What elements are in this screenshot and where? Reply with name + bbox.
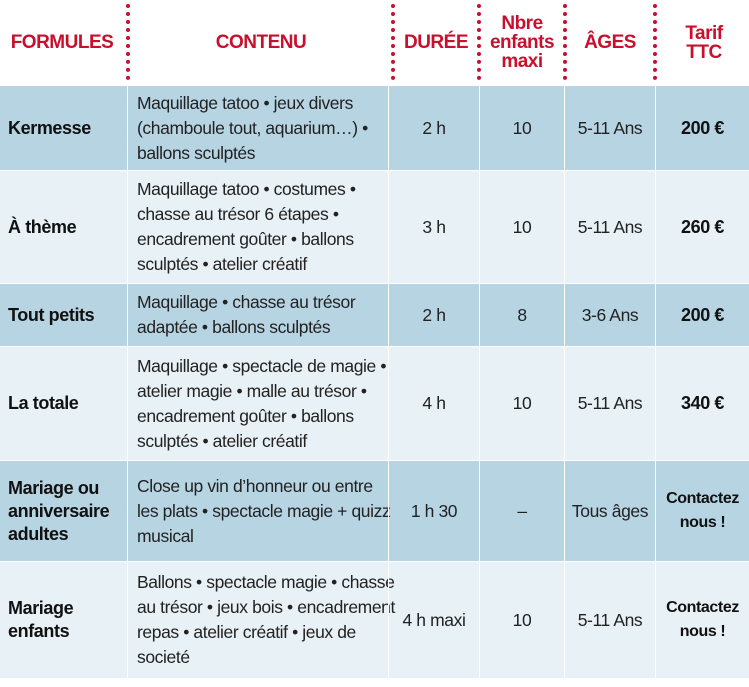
cell-contenu: Maquillage tatoo • jeux divers (chamboul… (137, 92, 368, 163)
header-ages: ÂGES (584, 32, 636, 53)
cell-tarif: 200 € (680, 304, 725, 325)
cell-contenu: Maquillage • spectacle de magie • atelie… (137, 355, 387, 451)
cell-formule: Mariage ou anniversaire adultes (8, 477, 110, 544)
column-divider (388, 284, 389, 346)
column-divider (564, 86, 565, 170)
cell-formule: La totale (8, 393, 79, 413)
table-row: La totale Maquillage • spectacle de magi… (0, 347, 749, 460)
cell-ages: Tous âges (571, 500, 649, 521)
column-divider (564, 347, 565, 460)
table-row: À thème Maquillage tatoo • costumes • ch… (0, 171, 749, 283)
cell-duree: 1 h 30 (410, 500, 458, 521)
cell-nb-enfants: 8 (517, 304, 527, 325)
cell-formule: Mariage enfants (8, 598, 74, 641)
column-divider (564, 461, 565, 561)
column-divider (388, 347, 389, 460)
cell-duree: 3 h (422, 216, 446, 237)
cell-formule: Tout petits (8, 304, 95, 325)
cell-tarif: 340 € (680, 393, 725, 413)
cell-formule: À thème (8, 216, 77, 237)
column-divider (127, 562, 128, 678)
table-row: Kermesse Maquillage tatoo • jeux divers … (0, 86, 749, 170)
cell-contenu: Ballons • spectacle magie • chasse au tr… (137, 572, 395, 667)
cell-contenu: Maquillage • chasse au trésor adaptée • … (137, 292, 356, 337)
cell-ages: 5-11 Ans (577, 117, 643, 138)
cell-duree: 4 h (422, 393, 446, 413)
header-contenu: CONTENU (215, 32, 307, 53)
cell-formule: Kermesse (8, 117, 91, 138)
column-divider (655, 461, 656, 561)
column-divider (655, 347, 656, 460)
column-divider (564, 562, 565, 678)
header-formules: FORMULES (10, 32, 114, 53)
table-row: Tout petits Maquillage • chasse au tréso… (0, 284, 749, 346)
column-divider (388, 86, 389, 170)
header-tarif: Tarif TTC (685, 22, 723, 63)
cell-nb-enfants: 10 (512, 216, 532, 237)
column-divider (127, 461, 128, 561)
header-separator (391, 4, 395, 80)
header-separator (653, 4, 657, 80)
header-nb-enfants: Nbre enfants maxi (489, 13, 555, 72)
cell-tarif: 260 € (680, 216, 725, 237)
table-row: Mariage ou anniversaire adultes Close up… (0, 461, 749, 561)
table-header: FORMULES CONTENU DURÉE Nbre enfants maxi… (0, 0, 749, 85)
column-divider (655, 171, 656, 283)
column-divider (655, 86, 656, 170)
column-divider (479, 461, 480, 561)
column-divider (127, 86, 128, 170)
cell-contenu: Maquillage tatoo • costumes • chasse au … (137, 179, 356, 274)
column-divider (127, 284, 128, 346)
header-separator (126, 4, 130, 80)
column-divider (479, 171, 480, 283)
column-divider (388, 171, 389, 283)
cell-tarif: Contactez nous ! (666, 599, 739, 640)
cell-duree: 4 h maxi (402, 609, 466, 630)
column-divider (655, 284, 656, 346)
column-divider (479, 284, 480, 346)
column-divider (564, 171, 565, 283)
column-divider (388, 461, 389, 561)
column-divider (655, 562, 656, 678)
column-divider (388, 562, 389, 678)
cell-duree: 2 h (422, 117, 446, 138)
column-divider (479, 562, 480, 678)
cell-nb-enfants: – (517, 500, 527, 521)
cell-ages: 5-11 Ans (577, 609, 643, 630)
cell-nb-enfants: 10 (512, 117, 532, 138)
column-divider (564, 284, 565, 346)
cell-nb-enfants: 10 (512, 393, 532, 413)
cell-duree: 2 h (422, 304, 446, 325)
cell-ages: 5-11 Ans (577, 216, 643, 237)
cell-tarif: Contactez nous ! (666, 490, 739, 531)
header-duree: DURÉE (403, 32, 469, 53)
header-separator (563, 4, 567, 80)
header-separator (477, 4, 481, 80)
cell-tarif: 200 € (680, 117, 725, 138)
column-divider (479, 347, 480, 460)
table-row: Mariage enfants Ballons • spectacle magi… (0, 562, 749, 678)
cell-ages: 3-6 Ans (581, 304, 639, 325)
column-divider (127, 171, 128, 283)
cell-contenu: Close up vin d’honneur ou entre les plat… (137, 475, 391, 546)
column-divider (479, 86, 480, 170)
column-divider (127, 347, 128, 460)
cell-nb-enfants: 10 (512, 609, 532, 630)
cell-ages: 5-11 Ans (577, 393, 643, 413)
